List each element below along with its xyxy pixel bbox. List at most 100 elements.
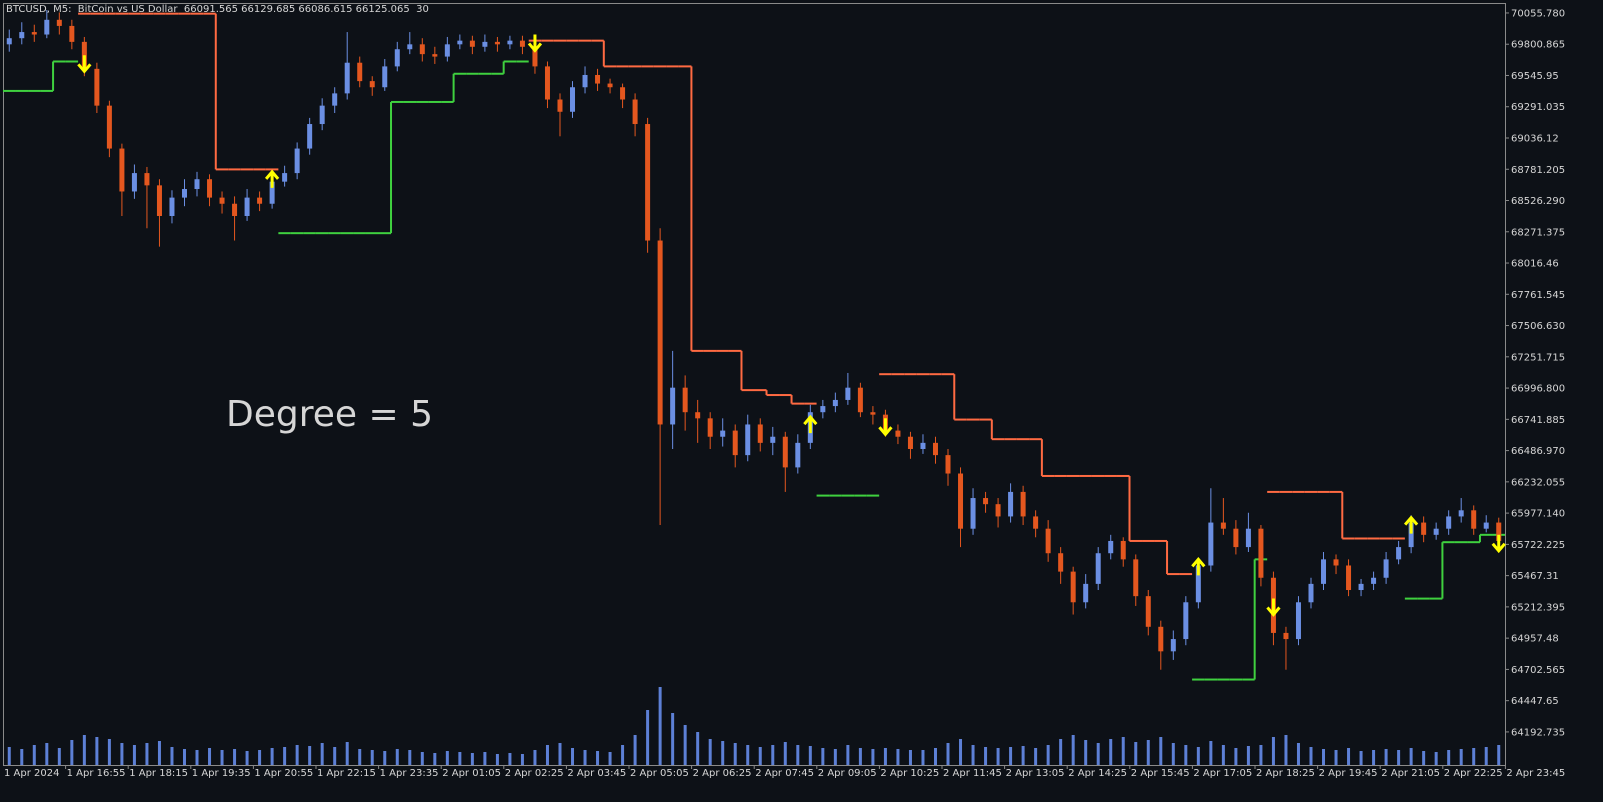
- volume-bar: [1121, 737, 1125, 765]
- volume-bar: [520, 754, 524, 765]
- sell-arrow: [878, 418, 893, 437]
- candle-body: [407, 44, 413, 50]
- volume-bar: [583, 750, 587, 765]
- volume-bar: [858, 748, 862, 765]
- volume-bar: [1134, 742, 1138, 765]
- volume-bar: [245, 751, 249, 765]
- candle-body: [1133, 559, 1139, 597]
- candle-body: [920, 442, 926, 449]
- volume-bar: [959, 739, 963, 765]
- volume-bar: [1409, 748, 1413, 765]
- candle-body: [181, 189, 187, 198]
- volume-bar: [157, 741, 161, 765]
- volume-bar: [345, 742, 349, 765]
- x-tick-label: 2 Apr 10:25: [880, 768, 939, 779]
- candle-body: [1483, 522, 1489, 529]
- volume-bar: [1059, 739, 1063, 765]
- volume-bar: [1159, 737, 1163, 765]
- x-tick-label: 2 Apr 23:45: [1506, 768, 1565, 779]
- candle-body: [1183, 602, 1189, 640]
- candle-body: [895, 430, 901, 437]
- volume-bar: [833, 749, 837, 765]
- y-tick-label: 65212.395: [1511, 602, 1565, 613]
- volume-bar: [1171, 743, 1175, 765]
- candle-body: [56, 19, 62, 26]
- x-tick-label: 1 Apr 19:35: [192, 768, 251, 779]
- buy-arrow: [803, 414, 818, 434]
- y-tick-label: 64957.48: [1511, 634, 1559, 645]
- candle-body: [344, 62, 350, 94]
- x-tick-label: 2 Apr 19:45: [1319, 768, 1378, 779]
- candle-body: [820, 406, 826, 413]
- candle-body: [1308, 583, 1314, 603]
- candle-body: [557, 99, 563, 112]
- volume-bar: [658, 687, 662, 765]
- volume-bar: [195, 750, 199, 765]
- volume-bar: [921, 750, 925, 765]
- volume-bar: [1184, 745, 1188, 765]
- buy-arrow: [1191, 557, 1206, 576]
- volume-bar: [1259, 745, 1263, 765]
- candle-body: [657, 240, 663, 425]
- x-tick-label: 2 Apr 07:45: [755, 768, 814, 779]
- y-tick-label: 66486.970: [1511, 446, 1565, 457]
- candle-body: [1383, 559, 1389, 578]
- candle-body: [870, 412, 876, 415]
- candle-body: [432, 54, 438, 57]
- volume-bar: [1209, 741, 1213, 765]
- volume-bar: [433, 753, 437, 765]
- candle-body: [1208, 522, 1214, 566]
- volume-bar: [320, 743, 324, 765]
- candle-body: [1496, 522, 1502, 541]
- volume-bar: [1384, 749, 1388, 765]
- candle-body: [845, 387, 851, 400]
- candle-body: [1446, 516, 1452, 529]
- volume-bar: [1084, 740, 1088, 765]
- candle-body: [519, 40, 525, 47]
- volume-bar: [420, 752, 424, 765]
- annotation: Degree = 5: [226, 394, 433, 435]
- volume-bar: [408, 750, 412, 765]
- candle-body: [1220, 522, 1226, 529]
- volume-bar: [883, 748, 887, 765]
- candle-body: [294, 148, 300, 174]
- volume-bar: [170, 747, 174, 765]
- candle-body: [1233, 528, 1239, 548]
- candle-body: [1045, 528, 1051, 554]
- x-tick-label: 2 Apr 05:05: [630, 768, 689, 779]
- y-tick-label: 68016.46: [1511, 259, 1559, 270]
- volume-bar: [32, 745, 36, 765]
- candle-body: [1033, 516, 1039, 529]
- candle-body: [144, 173, 150, 186]
- volume-bar: [671, 713, 675, 765]
- volume-bar: [358, 749, 362, 765]
- candle-body: [244, 197, 250, 217]
- x-tick-label: 2 Apr 18:25: [1256, 768, 1315, 779]
- volume-bar: [1196, 747, 1200, 765]
- volume-bar: [70, 740, 74, 765]
- volume-bar: [733, 743, 737, 765]
- y-tick-label: 66741.885: [1511, 415, 1565, 426]
- volume-bar: [1096, 743, 1100, 765]
- volume-bar: [208, 748, 212, 765]
- volume-bar: [395, 749, 399, 765]
- volume-bar: [7, 747, 11, 765]
- volume-bar: [1472, 748, 1476, 765]
- candle-body: [1321, 559, 1327, 584]
- x-tick-label: 2 Apr 01:05: [442, 768, 501, 779]
- volume-bar: [57, 748, 61, 765]
- y-tick-label: 64447.65: [1511, 696, 1559, 707]
- y-tick-label: 65722.225: [1511, 540, 1565, 551]
- candle-body: [1008, 491, 1014, 517]
- candle-body: [194, 179, 200, 190]
- volume-bar: [145, 743, 149, 765]
- candle-body: [1120, 540, 1126, 560]
- volume-bar: [571, 748, 575, 765]
- candle-body: [1145, 596, 1151, 627]
- candle-body: [507, 40, 513, 45]
- volume-bar: [1497, 745, 1501, 765]
- candle-body: [1095, 553, 1101, 584]
- y-tick-label: 68526.290: [1511, 196, 1565, 207]
- volume-bar: [608, 752, 612, 765]
